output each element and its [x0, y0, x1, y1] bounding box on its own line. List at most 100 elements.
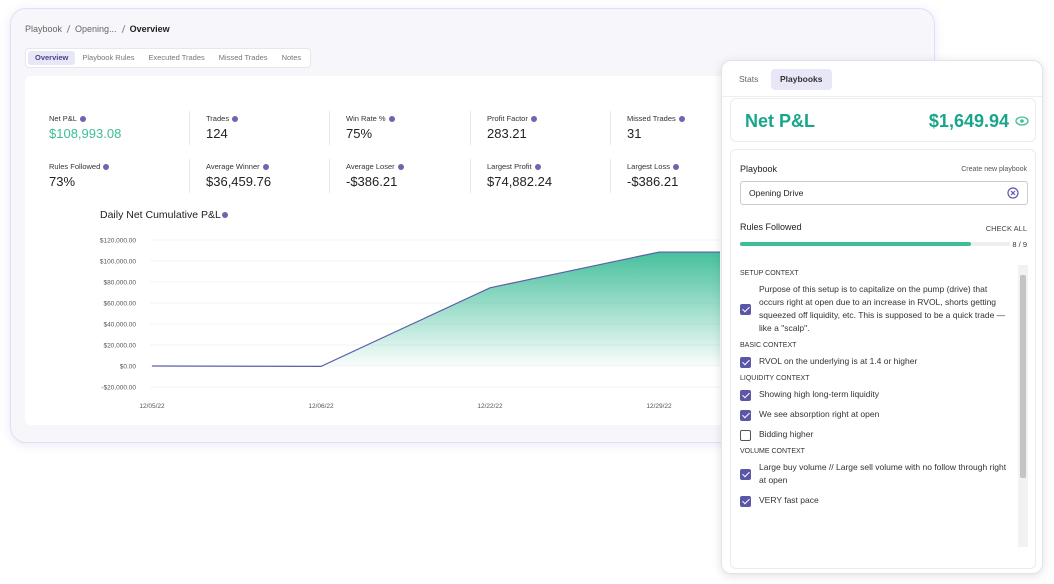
playbook-select[interactable]: Opening Drive [740, 181, 1028, 205]
stat-label-text: Largest Profit [487, 162, 532, 171]
tab-bar: Overview Playbook Rules Executed Trades Mis… [25, 48, 312, 68]
eye-icon[interactable] [1015, 115, 1029, 127]
stat-label-text: Missed Trades [627, 114, 676, 123]
rule: Large buy volume // Large sell volume wi… [740, 461, 1012, 487]
info-icon [678, 115, 685, 122]
stat-label: Rules Followed [49, 162, 110, 171]
x-tick-label: 12/06/22 [308, 403, 334, 410]
stat-label: Profit Factor [487, 114, 537, 123]
info-icon [397, 163, 404, 170]
tab[interactable]: Overview [28, 51, 76, 65]
info-icon [103, 163, 110, 170]
stat-value: $108,993.08 [49, 126, 122, 141]
x-tick-label: 12/29/22 [646, 403, 672, 410]
checkbox[interactable] [740, 495, 751, 507]
rule-text: VERY fast pace [759, 495, 819, 505]
rule: VERY fast pace [740, 494, 1012, 507]
tab[interactable]: Executed Trades [148, 53, 205, 62]
playbook-label: Playbook [740, 164, 778, 174]
stat-label-text: Profit Factor [487, 114, 528, 123]
info-icon [530, 115, 537, 122]
stat-value: 283.21 [487, 126, 527, 141]
checkbox[interactable] [740, 409, 751, 421]
divider [189, 111, 190, 145]
stat-label: Trades [206, 114, 239, 123]
info-icon [672, 163, 679, 170]
divider [329, 159, 330, 193]
info-icon [79, 115, 86, 122]
info-icon [534, 163, 541, 170]
section-title: VOLUME CONTEXT [740, 448, 805, 455]
checkbox[interactable] [740, 429, 751, 441]
section-title: LIQUIDITY CONTEXT [740, 375, 810, 382]
stat-label: Average Winner [206, 162, 269, 171]
checkbox[interactable] [740, 356, 751, 368]
divider [722, 96, 1042, 97]
check-all[interactable]: CHECK ALL [985, 224, 1027, 233]
checkbox[interactable] [740, 469, 751, 480]
tab[interactable]: Notes [281, 53, 302, 62]
crumb[interactable]: Playbook [25, 24, 63, 34]
chart: Daily Net Cumulative P&L $120,000.00 $100… [100, 209, 720, 410]
stat-label-text: Trades [206, 114, 230, 123]
stat-label: Net P&L [49, 114, 86, 123]
rule: RVOL on the underlying is at 1.4 or high… [740, 355, 1012, 368]
progress-track [740, 242, 1010, 246]
stat-label-text: Average Winner [206, 162, 260, 171]
create-link[interactable]: Create new playbook [961, 166, 1027, 173]
section-title: BASIC CONTEXT [740, 342, 797, 349]
stat-value: -$386.21 [346, 174, 398, 189]
stat-value: 75% [346, 126, 373, 141]
clear-icon[interactable] [1007, 187, 1019, 199]
info-icon [388, 115, 395, 122]
scroll-thumb[interactable] [1020, 275, 1026, 478]
x-tick-label: 12/05/22 [139, 403, 165, 410]
rule-text: Bidding higher [759, 429, 814, 439]
rules-label: Rules Followed [740, 222, 802, 232]
y-tick-label: $0.00 [120, 364, 137, 371]
stat-value: 31 [627, 126, 642, 141]
rule-text: Large buy volume // Large sell volume wi… [759, 462, 1007, 485]
x-tick-label: 12/22/22 [477, 403, 503, 410]
stat-value: $74,882.24 [487, 174, 553, 189]
rule: Purpose of this setup is to capitalize o… [740, 283, 1012, 335]
y-tick-label: $20,000.00 [103, 343, 136, 350]
selected-playbook: Opening Drive [749, 188, 804, 198]
net-pnl-value: $1,649.94 [928, 111, 1009, 131]
tab[interactable]: Stats [739, 74, 759, 84]
net-pnl-card: Net P&L $1,649.94 [730, 98, 1036, 142]
progress-fill [740, 242, 972, 246]
y-tick-label: $60,000.00 [103, 301, 136, 308]
stat-label-text: Rules Followed [49, 162, 101, 171]
crumb[interactable]: Opening... [75, 24, 117, 34]
checkbox[interactable] [740, 304, 751, 315]
rule-text: Showing high long-term liquidity [759, 389, 880, 399]
checkbox[interactable] [740, 389, 751, 401]
stat-value: -$386.21 [627, 174, 679, 189]
rule: Showing high long-term liquidity [740, 388, 1012, 401]
tab[interactable]: Missed Trades [218, 53, 268, 62]
y-tick-label: $80,000.00 [103, 280, 136, 287]
section-title: SETUP CONTEXT [740, 270, 799, 277]
divider [470, 111, 471, 145]
divider [610, 159, 611, 193]
tab[interactable]: Playbook Rules [82, 53, 135, 62]
rules-list: SETUP CONTEXT Purpose of this setup is to… [740, 265, 1018, 547]
info-icon [222, 212, 228, 218]
y-tick-label: $40,000.00 [103, 322, 136, 329]
breadcrumb: Playbook Opening... Overview [25, 24, 170, 34]
line [151, 251, 720, 368]
rule: Bidding higher [740, 428, 1012, 441]
stat-label: Largest Loss [627, 162, 679, 171]
y-tick-label: $120,000.00 [100, 238, 137, 245]
rule: We see absorption right at open [740, 408, 1012, 421]
stat-value: $36,459.76 [206, 174, 272, 189]
y-tick-label: -$20,000.00 [101, 385, 136, 392]
stat-label: Largest Profit [487, 162, 541, 171]
side-panel: Stats Playbooks Net P&L $1,649.94 Playbo… [721, 60, 1043, 574]
info-icon [262, 163, 269, 170]
stat-value: 124 [206, 126, 228, 141]
tab[interactable]: Playbooks [771, 69, 832, 90]
area [152, 252, 720, 367]
stat-label-text: Win Rate % [346, 114, 386, 123]
